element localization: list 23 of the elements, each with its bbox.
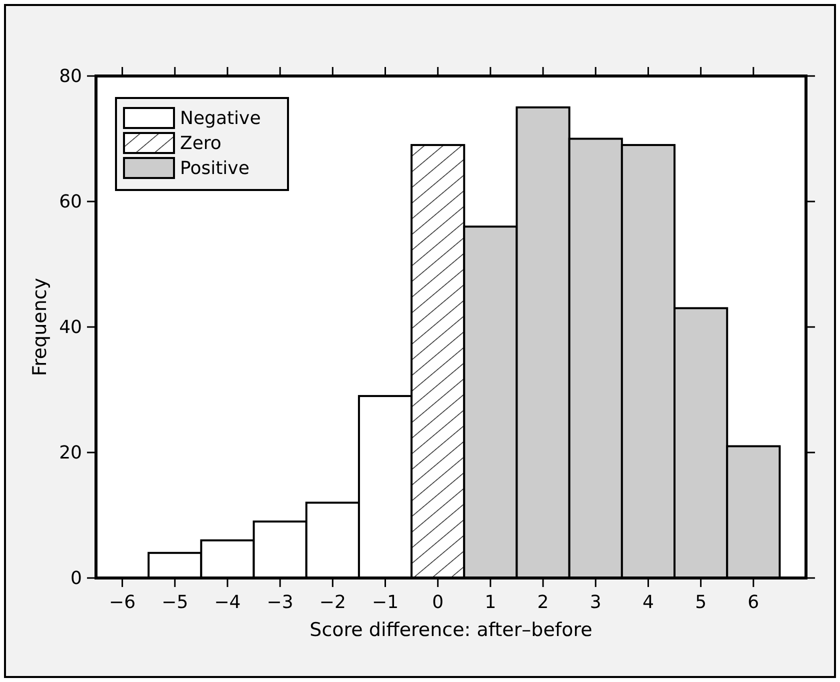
y-tick-label: 40 <box>59 317 82 338</box>
y-tick-label: 80 <box>59 66 82 87</box>
x-tick-label: −1 <box>372 592 399 613</box>
x-tick-label: −6 <box>109 592 136 613</box>
x-tick-label: 2 <box>537 592 549 613</box>
y-tick-label: 0 <box>70 568 82 589</box>
x-tick-label: −5 <box>162 592 188 613</box>
x-axis-title: Score difference: after–before <box>310 619 592 641</box>
x-tick-label: −2 <box>319 592 346 613</box>
legend-label: Negative <box>180 108 261 129</box>
x-tick-label: −3 <box>266 592 294 613</box>
x-tick-label: 0 <box>432 592 444 613</box>
x-tick-label: −4 <box>214 592 241 613</box>
y-axis-title: Frequency <box>29 278 51 376</box>
x-tick-label: 3 <box>590 592 602 613</box>
legend-label: Positive <box>180 158 250 179</box>
x-tick-label: 4 <box>642 592 654 613</box>
y-tick-label: 20 <box>59 442 82 464</box>
y-tick-label: 60 <box>59 192 82 212</box>
x-tick-label: 1 <box>484 592 496 613</box>
x-tick-label: 6 <box>748 592 760 613</box>
x-tick-label: 5 <box>695 592 707 613</box>
legend-label: Zero <box>180 133 222 154</box>
